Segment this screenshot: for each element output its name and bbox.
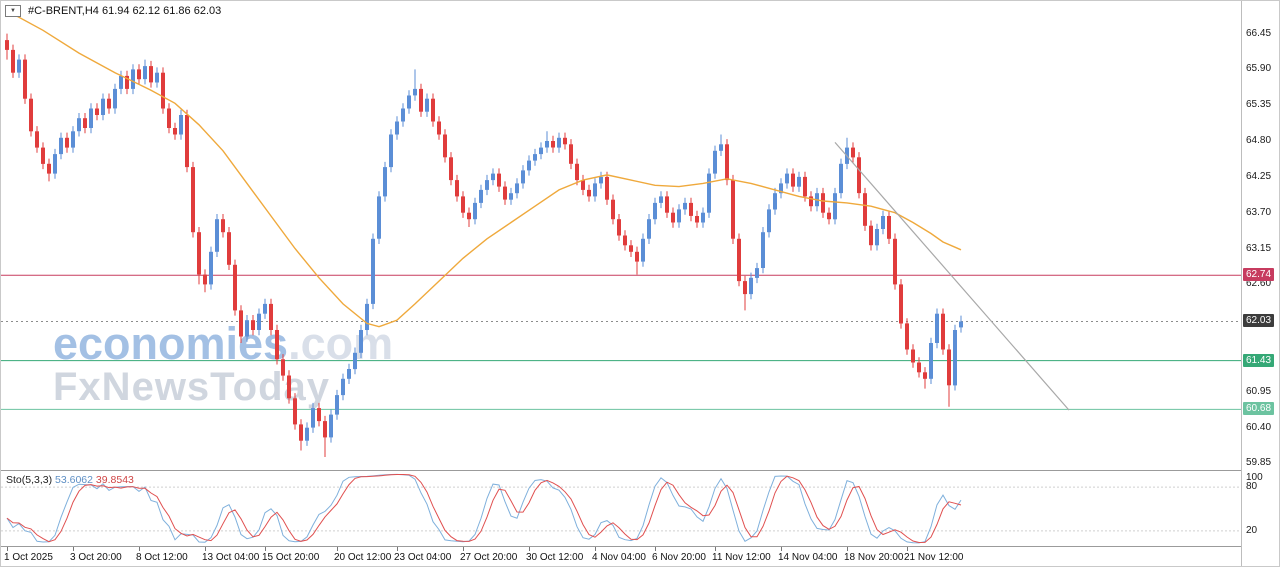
time-tick-mark xyxy=(529,547,530,551)
price-tick-label: 63.15 xyxy=(1246,242,1272,254)
indicator-label: Sto(5,3,3) 53.6062 39.8543 xyxy=(6,474,134,486)
time-tick-label: 27 Oct 20:00 xyxy=(460,552,518,563)
price-tick-label: 62.60 xyxy=(1246,278,1272,290)
time-tick-mark xyxy=(595,547,596,551)
stochastic-plot[interactable] xyxy=(1,471,1241,547)
price-tick-label: 59.85 xyxy=(1246,457,1272,469)
time-tick-label: 4 Nov 04:00 xyxy=(592,552,646,563)
stochastic-panel[interactable]: Sto(5,3,3) 53.6062 39.8543 xyxy=(1,470,1241,547)
time-tick-label: 23 Oct 04:00 xyxy=(394,552,452,563)
price-tick-label: 65.90 xyxy=(1246,63,1272,75)
price-chart-area[interactable]: economies.com FxNewsToday ▼ #C-BRENT,H4 … xyxy=(1,1,1241,470)
price-tick-label: 65.35 xyxy=(1246,99,1272,111)
indicator-signal-value: 39.8543 xyxy=(95,474,134,486)
price-badge: 60.68 xyxy=(1243,402,1275,416)
time-tick-mark xyxy=(205,547,206,551)
time-tick-label: 6 Nov 20:00 xyxy=(652,552,706,563)
price-badge: 62.74 xyxy=(1243,268,1275,282)
symbol-ohlc-label: #C-BRENT,H4 61.94 62.12 61.86 62.03 xyxy=(28,5,222,17)
time-tick-label: 20 Oct 12:00 xyxy=(334,552,392,563)
time-tick-mark xyxy=(907,547,908,551)
time-tick-mark xyxy=(655,547,656,551)
sto-level-label: 80 xyxy=(1246,481,1258,493)
time-tick-label: 30 Oct 12:00 xyxy=(526,552,584,563)
price-tick-label: 60.40 xyxy=(1246,421,1272,433)
price-badge: 62.03 xyxy=(1243,314,1275,328)
time-tick-label: 15 Oct 20:00 xyxy=(262,552,320,563)
price-tick-label: 63.70 xyxy=(1246,206,1272,218)
time-tick-mark xyxy=(781,547,782,551)
time-tick-mark xyxy=(265,547,266,551)
indicator-name: Sto(5,3,3) xyxy=(6,474,53,486)
time-tick-label: 1 Oct 2025 xyxy=(4,552,53,563)
watermark-brand-suffix: .com xyxy=(288,318,394,369)
price-tick-label: 66.45 xyxy=(1246,27,1272,39)
price-tick-label: 64.80 xyxy=(1246,135,1272,147)
price-tick-label: 60.95 xyxy=(1246,385,1272,397)
time-tick-mark xyxy=(337,547,338,551)
time-tick-mark xyxy=(139,547,140,551)
indicator-main-value: 53.6062 xyxy=(55,474,93,486)
chart-dropdown-button[interactable]: ▼ xyxy=(5,5,21,17)
time-tick-mark xyxy=(397,547,398,551)
time-tick-label: 14 Nov 04:00 xyxy=(778,552,838,563)
price-tick-label: 64.25 xyxy=(1246,170,1272,182)
time-tick-label: 11 Nov 12:00 xyxy=(712,552,771,563)
time-tick-mark xyxy=(847,547,848,551)
time-tick-label: 21 Nov 12:00 xyxy=(904,552,964,563)
price-badge: 61.43 xyxy=(1243,353,1275,367)
time-tick-mark xyxy=(463,547,464,551)
time-tick-mark xyxy=(73,547,74,551)
chevron-down-icon: ▼ xyxy=(10,8,16,14)
chart-header: ▼ #C-BRENT,H4 61.94 62.12 61.86 62.03 xyxy=(5,5,221,17)
sto-level-label: 20 xyxy=(1246,524,1258,536)
time-tick-label: 8 Oct 12:00 xyxy=(136,552,188,563)
sto-level-label: 100 xyxy=(1246,471,1263,483)
time-tick-label: 3 Oct 20:00 xyxy=(70,552,122,563)
price-axis: 66.45 65.90 65.35 64.80 64.25 63.70 63.15 62.60… xyxy=(1241,1,1279,566)
time-tick-mark xyxy=(715,547,716,551)
time-tick-label: 18 Nov 20:00 xyxy=(844,552,904,563)
time-tick-label: 13 Oct 04:00 xyxy=(202,552,260,563)
time-tick-mark xyxy=(7,547,8,551)
candlestick-plot[interactable] xyxy=(1,1,1241,470)
time-axis: 1 Oct 2025 3 Oct 20:00 8 Oct 12:00 13 Oct 0… xyxy=(1,547,1241,566)
